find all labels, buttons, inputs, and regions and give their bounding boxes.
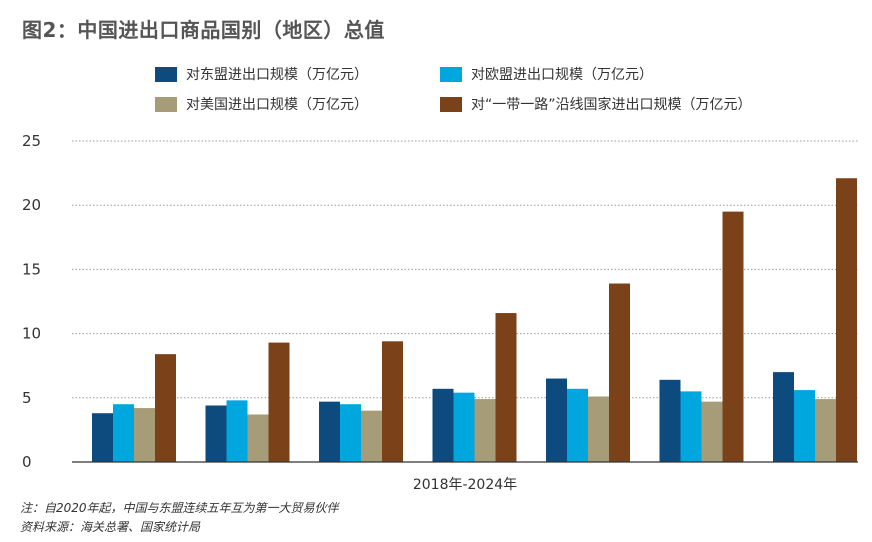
bar-series-1: [659, 379, 681, 462]
bar-series-2: [226, 400, 248, 462]
legend-label-asean: 对东盟进出口规模（万亿元）: [186, 67, 368, 83]
bar-series-2: [567, 388, 588, 462]
y-tick-label: 20: [22, 196, 41, 214]
bar-series-2: [453, 392, 475, 462]
bar-group: [546, 283, 630, 462]
bar-series-3: [134, 408, 155, 462]
bar-group: [773, 178, 857, 462]
bar-series-4: [155, 354, 176, 462]
bar-series-1: [92, 413, 113, 462]
footnote: 注：自2020年起，中国与东盟连续五年互为第一大贸易伙伴: [20, 501, 339, 515]
legend-item-us: 对美国进出口规模（万亿元）: [155, 94, 368, 114]
bar-series-4: [609, 283, 630, 462]
bar-series-3: [474, 399, 496, 462]
bar-series-3: [247, 414, 269, 462]
bar-series-1: [773, 372, 794, 462]
x-axis-label: 2018年-2024年: [413, 477, 517, 493]
y-tick-label: 5: [22, 389, 32, 407]
bar-series-3: [361, 410, 382, 462]
bar-group: [659, 211, 744, 462]
legend-item-belt-road: 对“一带一路”沿线国家进出口规模（万亿元）: [440, 94, 752, 114]
bar-series-4: [268, 342, 290, 462]
bar-series-4: [836, 178, 857, 462]
y-axis: 0 5 10 15 20 25: [22, 132, 41, 471]
legend-swatch-eu: [440, 66, 462, 82]
chart-legend: 对东盟进出口规模（万亿元） 对欧盟进出口规模（万亿元） 对美国进出口规模（万亿元…: [0, 0, 872, 120]
source-note: 资料来源：海关总署、国家统计局: [20, 520, 201, 534]
chart-title: 图2：中国进出口商品国别（地区）总值: [22, 18, 385, 42]
bar-series-2: [794, 390, 815, 462]
legend-swatch-us: [155, 96, 177, 112]
bar-series-2: [340, 404, 361, 462]
legend-swatch-belt-road: [440, 96, 462, 112]
bar-series-3: [588, 396, 609, 462]
bar-series-1: [432, 388, 454, 462]
bar-group: [205, 342, 290, 462]
y-tick-label: 15: [22, 260, 41, 278]
bar-series-3: [815, 399, 836, 462]
bar-group: [319, 341, 403, 462]
legend-label-belt-road: 对“一带一路”沿线国家进出口规模（万亿元）: [471, 97, 752, 113]
bar-series-4: [722, 211, 744, 462]
bar-series-2: [680, 391, 702, 462]
y-tick-label: 10: [22, 325, 41, 343]
bars: [92, 178, 857, 462]
bar-series-2: [113, 404, 134, 462]
legend-item-asean: 对东盟进出口规模（万亿元）: [155, 64, 368, 84]
legend-label-eu: 对欧盟进出口规模（万亿元）: [471, 67, 653, 83]
bar-series-1: [205, 405, 227, 462]
legend-item-eu: 对欧盟进出口规模（万亿元）: [440, 64, 653, 84]
bar-group: [92, 354, 176, 462]
bar-group: [432, 313, 517, 462]
y-tick-label: 0: [22, 453, 32, 471]
bar-series-4: [382, 341, 403, 462]
legend-swatch-asean: [155, 66, 177, 82]
bar-series-4: [495, 313, 517, 462]
bar-series-1: [319, 401, 340, 462]
y-tick-label: 25: [22, 132, 41, 150]
legend-label-us: 对美国进出口规模（万亿元）: [186, 97, 368, 113]
bar-series-1: [546, 378, 567, 462]
bar-series-3: [701, 401, 723, 462]
